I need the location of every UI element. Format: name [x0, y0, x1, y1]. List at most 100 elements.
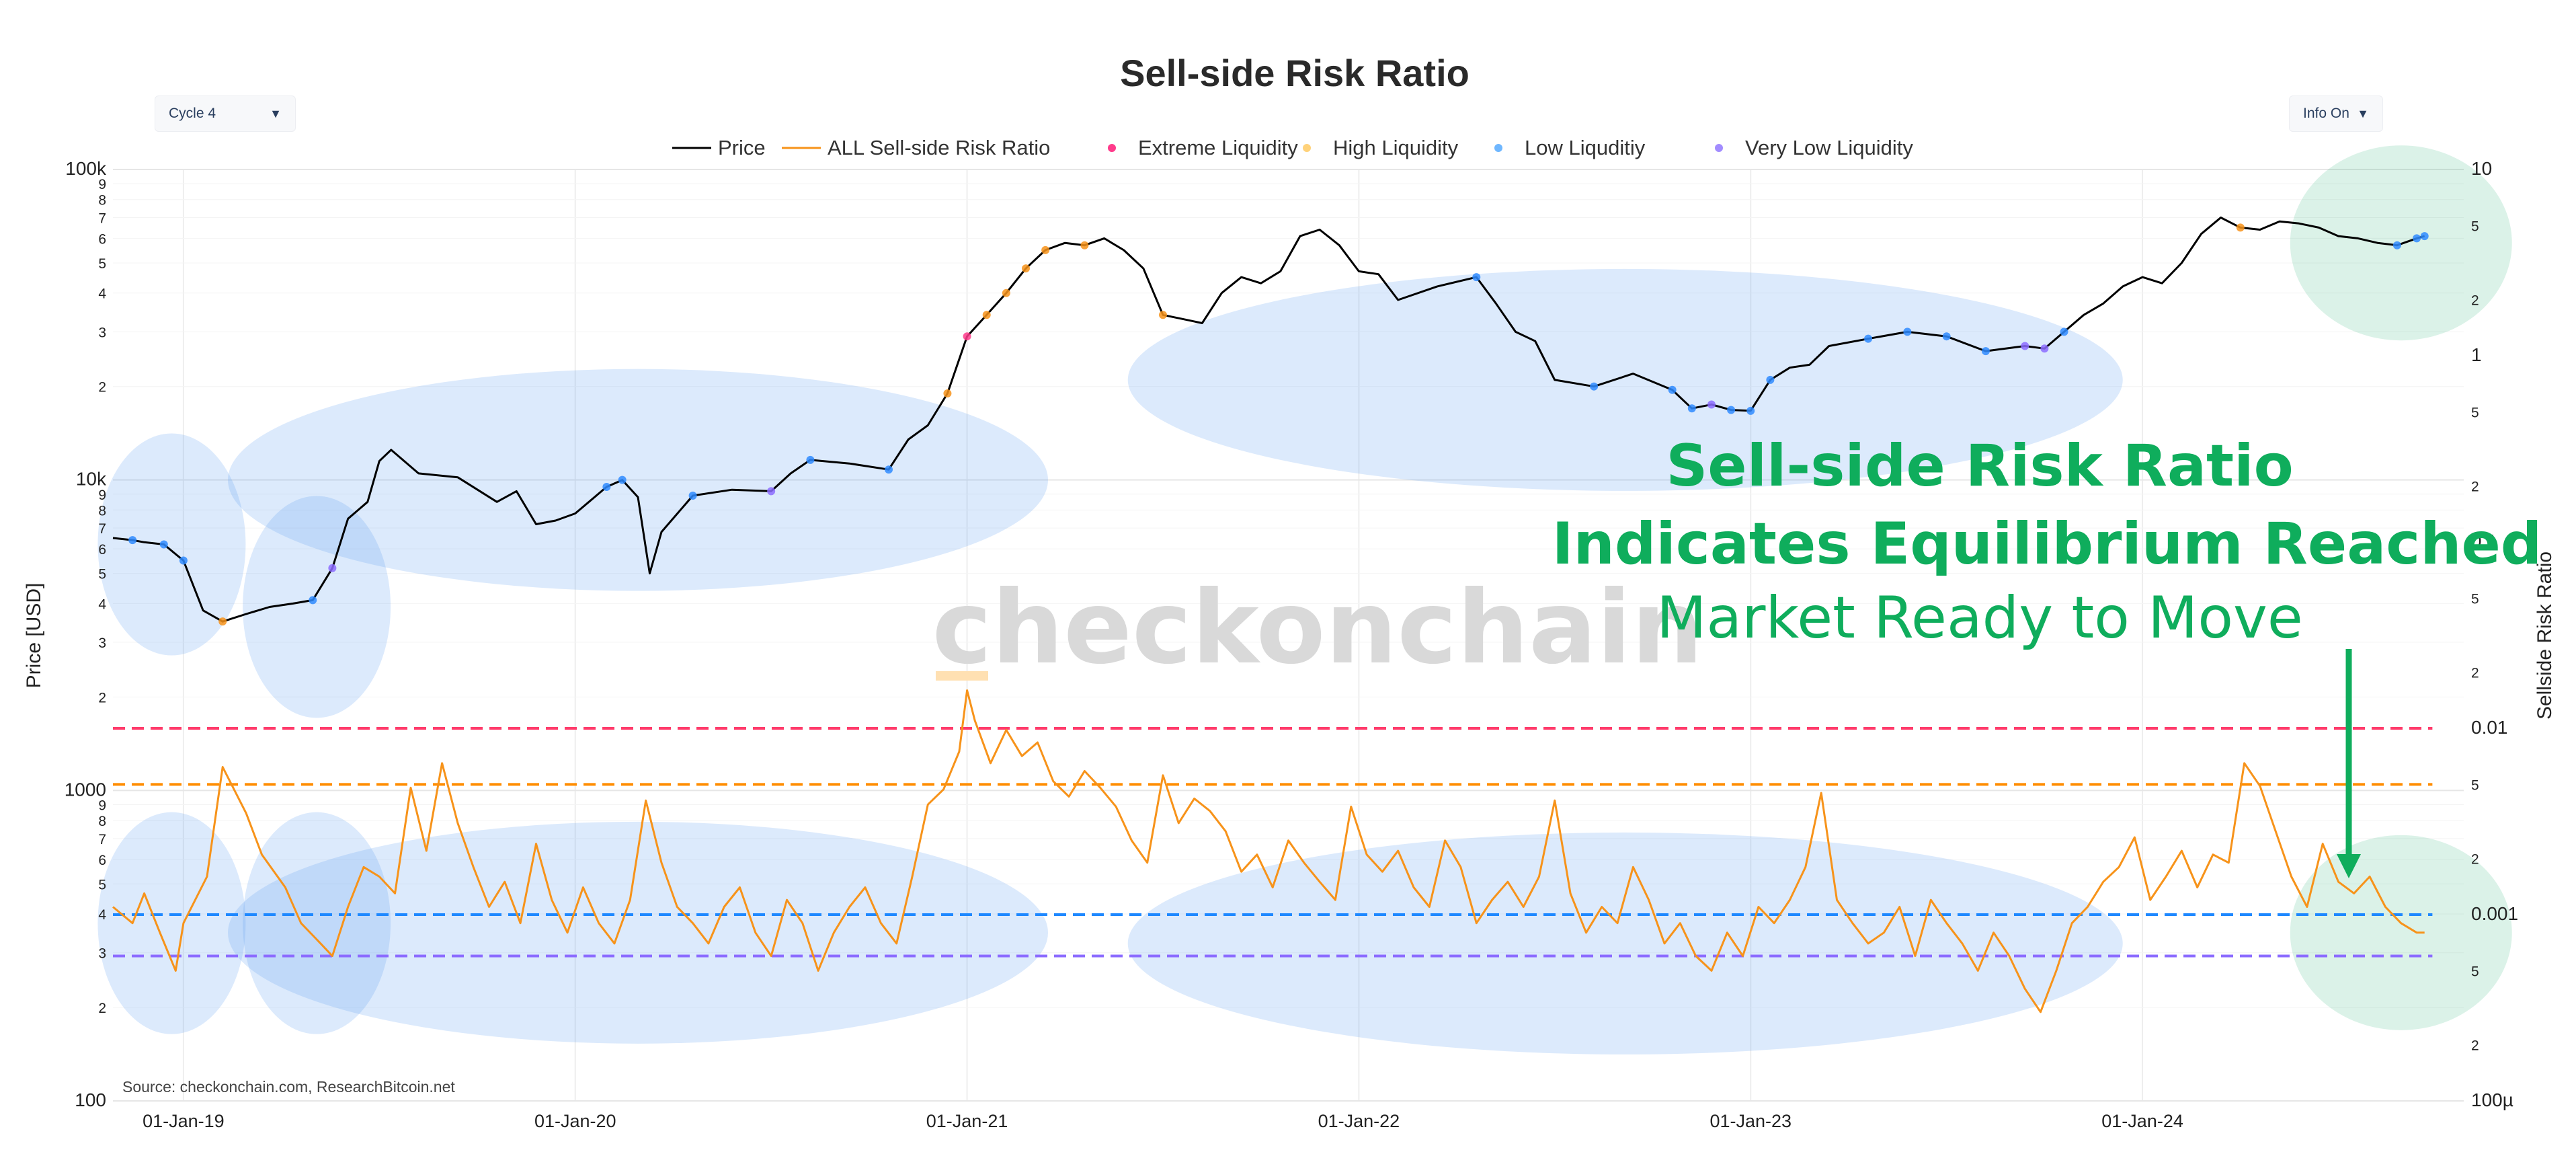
- source-note: Source: checkonchain.com, ResearchBitcoi…: [122, 1078, 455, 1096]
- annotation-line1: Sell-side Risk Ratio: [1666, 432, 2293, 500]
- highlight-ellipse-ratio: [227, 821, 1048, 1044]
- threshold-lines: [113, 727, 2433, 958]
- low-liquidity-dot: [1864, 334, 1873, 343]
- y-left-tick-label: 10k: [76, 469, 107, 490]
- y-right-tick-label: 5: [2471, 219, 2479, 234]
- legend-item-label[interactable]: Extreme Liquidity: [1138, 136, 1298, 159]
- y-right-tick-label: 0.01: [2471, 717, 2508, 738]
- y-right-tick-label: 5: [2471, 591, 2479, 607]
- highlight-ellipse-ratio: [1127, 832, 2123, 1055]
- legend-swatch-dot: [1715, 144, 1723, 152]
- y-left-tick-label: 5: [98, 567, 106, 582]
- annotation-line3: Market Ready to Move: [1656, 584, 2303, 652]
- y-axis-right-label: Sellside Risk Ratio: [2534, 551, 2556, 720]
- very-low-liquidity-dot: [328, 564, 337, 572]
- legend-swatch-dot: [1494, 144, 1502, 152]
- low-liquidity-dot: [1472, 273, 1481, 282]
- low-liquidity-dot: [309, 596, 317, 605]
- y-right-tick-label: 2: [2471, 852, 2479, 868]
- extreme-liquidity-dot: [963, 332, 971, 341]
- y-left-tick-label: 6: [98, 542, 106, 558]
- high-liquidity-dot: [1080, 241, 1089, 250]
- low-liquidity-dot: [1687, 404, 1696, 413]
- y-left-tick-label: 7: [98, 832, 106, 847]
- legend-item-label[interactable]: Price: [718, 136, 766, 159]
- y-axis-left-label: Price [USD]: [23, 583, 45, 689]
- y-left-tick-label: 8: [98, 193, 106, 208]
- cycle-dropdown-label: Cycle 4: [169, 106, 216, 121]
- high-liquidity-dot: [2236, 223, 2245, 232]
- low-liquidity-dot: [806, 455, 815, 464]
- y-left-tick-label: 7: [98, 211, 106, 227]
- gridlines: [113, 169, 2464, 1102]
- y-left-tick-label: 3: [98, 325, 106, 340]
- ssr-ratio-line: [112, 689, 2425, 1013]
- legend-item-label[interactable]: ALL Sell-side Risk Ratio: [828, 136, 1050, 159]
- annotation-line2: Indicates Equilibrium Reached: [1552, 510, 2542, 578]
- highlight-ellipse-ratio: [2290, 835, 2512, 1030]
- low-liquidity-dot: [1727, 406, 1736, 414]
- high-liquidity-dot: [1041, 245, 1050, 254]
- legend-item-label[interactable]: Low Liquditiy: [1525, 136, 1646, 159]
- low-liquidity-dot: [688, 492, 697, 500]
- y-right-tick-label: 0.1: [2471, 531, 2497, 551]
- y-right-tick-label: 5: [2471, 405, 2479, 420]
- highlight-ellipse-price: [1127, 268, 2123, 491]
- highlight-ellipse-price: [97, 433, 246, 656]
- y-left-tick-label: 4: [98, 597, 106, 612]
- y-right-tick-label: 2: [2471, 293, 2479, 309]
- legend-item-label[interactable]: Very Low Liquidity: [1745, 136, 1913, 159]
- y-left-tick-label: 2: [98, 1001, 106, 1016]
- cycle-dropdown[interactable]: Cycle 4 ▼: [155, 95, 296, 132]
- y-left-tick-label: 2: [98, 380, 106, 395]
- y-left-tick-label: 6: [98, 853, 106, 868]
- legend-swatch-dot: [1108, 144, 1116, 152]
- very-low-liquidity-dot: [2021, 342, 2029, 350]
- y-left-tick-label: 8: [98, 814, 106, 829]
- y-left-tick-label: 7: [98, 521, 106, 537]
- info-dropdown-label: Info On: [2303, 106, 2349, 121]
- low-liquidity-dot: [2392, 241, 2401, 250]
- low-liquidity-dot: [1668, 385, 1677, 394]
- y-left-tick-label: 6: [98, 231, 106, 247]
- low-liquidity-dot: [1766, 375, 1775, 384]
- x-tick-label: 01-Jan-23: [1709, 1111, 1792, 1131]
- low-liquidity-dot: [1746, 406, 1755, 415]
- highlight-ellipse-ratio: [97, 812, 246, 1034]
- y-right-tick-label: 10: [2471, 158, 2492, 179]
- info-dropdown[interactable]: Info On ▼: [2289, 95, 2383, 132]
- low-liquidity-dot: [2420, 232, 2429, 241]
- legend-item-label[interactable]: High Liquidity: [1333, 136, 1459, 159]
- y-left-tick-label: 9: [98, 488, 106, 503]
- watermark: checkonchain: [932, 570, 1703, 687]
- chevron-down-icon: ▼: [2357, 106, 2369, 120]
- x-tick-label: 01-Jan-20: [534, 1111, 616, 1131]
- high-liquidity-dot: [1158, 311, 1167, 319]
- y-right-tick-label: 0.001: [2471, 903, 2518, 924]
- y-left-tick-label: 4: [98, 907, 106, 923]
- y-left-tick-label: 9: [98, 798, 106, 813]
- highlight-ellipses: [97, 145, 2512, 1055]
- low-liquidity-dot: [1942, 332, 1951, 341]
- y-right-tick-label: 2: [2471, 666, 2479, 681]
- y-left-tick-label: 3: [98, 946, 106, 962]
- annotation-callout: Sell-side Risk Ratio Indicates Equilibri…: [1552, 432, 2542, 878]
- legend: Price ALL Sell-side Risk Ratio Extreme Liq…: [672, 136, 1913, 159]
- y-left-tick-label: 8: [98, 503, 106, 519]
- low-liquidity-dot: [1981, 347, 1990, 356]
- legend-swatch-dot: [1303, 144, 1311, 152]
- x-tick-label: 01-Jan-24: [2101, 1111, 2183, 1131]
- y-right-tick-label: 100µ: [2471, 1089, 2513, 1110]
- x-tick-label: 01-Jan-22: [1318, 1111, 1400, 1131]
- price-line: [112, 217, 2425, 623]
- low-liquidity-dot: [885, 465, 893, 474]
- x-tick-label: 01-Jan-19: [143, 1111, 225, 1131]
- high-liquidity-dot: [943, 389, 952, 397]
- high-liquidity-dot: [218, 617, 227, 626]
- y-right-tick-label: 1: [2471, 344, 2482, 365]
- y-right-tick-label: 5: [2471, 964, 2479, 979]
- low-liquidity-dot: [2060, 328, 2068, 336]
- low-liquidity-dot: [1590, 382, 1599, 391]
- y-left-tick-label: 100k: [65, 158, 107, 179]
